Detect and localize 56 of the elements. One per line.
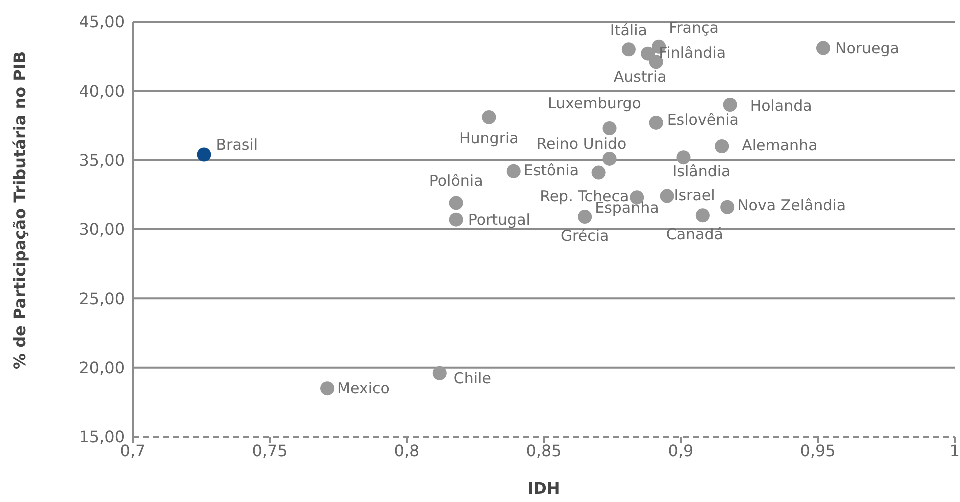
x-tick-label: 0,9: [668, 441, 694, 460]
annotation: Chile: [454, 369, 492, 388]
annotation: Holanda: [750, 97, 812, 115]
point: [723, 98, 738, 112]
y-tick-label: 45,00: [79, 12, 125, 32]
point: [449, 212, 464, 227]
point: [641, 46, 656, 61]
annotation: Hungria: [460, 129, 519, 148]
x-tick-label: 0,75: [252, 441, 288, 460]
y-tick-label: 35,00: [79, 151, 125, 170]
annotation: França: [669, 18, 719, 37]
y-axis-title: % de Participação Tributária no PIB: [10, 51, 30, 370]
annotation: Polônia: [429, 172, 484, 190]
x-tick-label: 1: [950, 441, 960, 460]
point: [660, 189, 674, 204]
x-tick-label: 0,8: [394, 441, 420, 460]
y-tick-label: 25,00: [79, 289, 125, 308]
annotation: Nova Zelândia: [738, 196, 846, 214]
point: [506, 164, 521, 178]
point: [720, 200, 735, 214]
annotation: Mexico: [338, 380, 390, 398]
point: [432, 366, 447, 380]
point: [602, 152, 617, 166]
x-tick-label: 0,95: [800, 441, 836, 460]
point: [578, 210, 592, 224]
point: [592, 166, 606, 180]
point: [482, 110, 496, 124]
annotation: Brasil: [216, 136, 258, 154]
point: [676, 150, 691, 165]
x-tick-label: 0,85: [526, 441, 562, 460]
y-tick-label: 30,00: [79, 220, 125, 240]
y-tick-label: 40,00: [79, 82, 125, 101]
point: [816, 41, 830, 56]
annotation: Canadá: [666, 226, 724, 244]
annotation: Israel: [674, 186, 716, 204]
point: [197, 148, 212, 162]
annotation: Reino Unido: [536, 134, 627, 153]
annotation: Portugal: [468, 210, 530, 229]
annotation: Islândia: [672, 162, 731, 181]
point: [649, 116, 664, 130]
point: [622, 42, 636, 57]
y-tick-label: 20,00: [79, 358, 125, 378]
x-axis-title: IDH: [528, 479, 560, 498]
annotation: Estônia: [524, 161, 580, 180]
point: [320, 382, 335, 396]
annotation: Austria: [614, 68, 667, 86]
point: [449, 196, 464, 210]
annotation: Eslovênia: [667, 110, 739, 129]
point: [715, 140, 730, 154]
point: [696, 208, 710, 223]
annotation: Itália: [610, 22, 648, 40]
annotation: Luxemburgo: [548, 94, 642, 113]
annotation: Grécia: [560, 227, 610, 246]
annotation: Alemanha: [742, 136, 818, 154]
point: [602, 122, 617, 136]
annotation: Noruega: [835, 39, 900, 58]
